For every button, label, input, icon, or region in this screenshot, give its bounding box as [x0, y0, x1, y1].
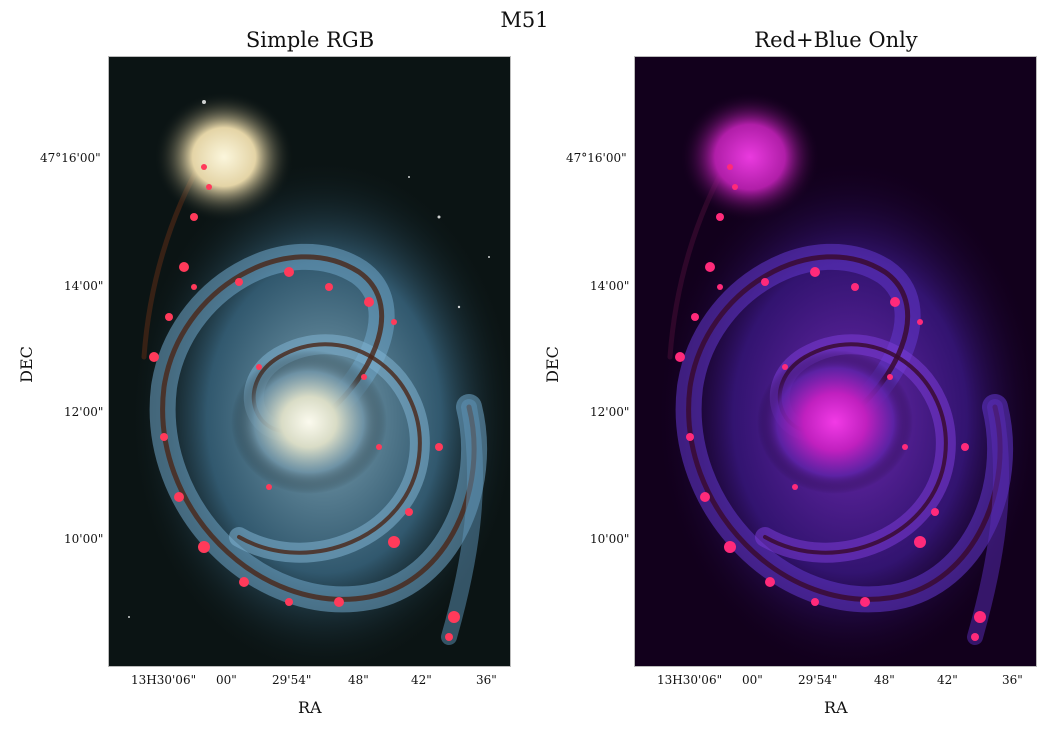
- ylabel-left: DEC: [16, 346, 36, 383]
- whirlpool-galaxy-rgb-image: [109, 57, 510, 666]
- xtick-label-right-3: 48": [874, 673, 895, 687]
- xtick-label-right-2: 29'54": [798, 673, 838, 687]
- ytick-label-right-3: 10'00": [590, 532, 630, 546]
- xtick-label-left-4: 42": [411, 673, 432, 687]
- xtick-label-left-1: 00": [216, 673, 237, 687]
- xlabel-left: RA: [298, 698, 322, 717]
- whirlpool-galaxy-red-blue-image: [635, 57, 1036, 666]
- xtick-label-right-5: 36": [1002, 673, 1023, 687]
- xtick-label-right-0: 13H30'06": [657, 673, 723, 687]
- xtick-label-right-1: 00": [742, 673, 763, 687]
- ytick-label-left-0: 47°16'00": [40, 151, 101, 165]
- ytick-label-right-2: 12'00": [590, 405, 630, 419]
- ytick-label-right-1: 14'00": [590, 279, 630, 293]
- xtick-label-left-5: 36": [476, 673, 497, 687]
- xtick-label-left-2: 29'54": [272, 673, 312, 687]
- ylabel-right: DEC: [542, 346, 562, 383]
- xtick-label-left-0: 13H30'06": [131, 673, 197, 687]
- ytick-label-left-3: 10'00": [64, 532, 104, 546]
- xlabel-right: RA: [824, 698, 848, 717]
- panel-title-left: Simple RGB: [245, 28, 375, 52]
- ytick-label-right-0: 47°16'00": [566, 151, 627, 165]
- ytick-label-left-2: 12'00": [64, 405, 104, 419]
- image-panel-right: [634, 56, 1037, 667]
- figure-title: M51: [500, 8, 549, 32]
- xtick-label-left-3: 48": [348, 673, 369, 687]
- panel-title-right: Red+Blue Only: [754, 28, 918, 52]
- image-panel-left: [108, 56, 511, 667]
- ytick-label-left-1: 14'00": [64, 279, 104, 293]
- xtick-label-right-4: 42": [937, 673, 958, 687]
